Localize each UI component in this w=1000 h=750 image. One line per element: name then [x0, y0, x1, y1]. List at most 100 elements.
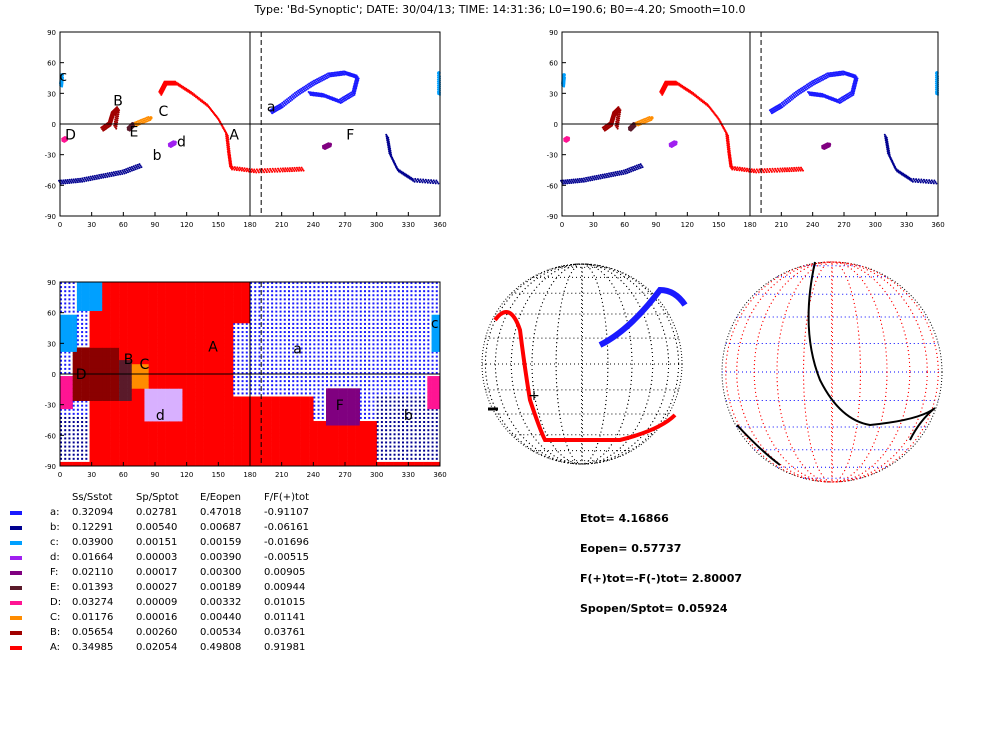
map-cell: [110, 412, 116, 418]
map-cell: [190, 408, 196, 414]
map-cell: [182, 286, 187, 291]
map-cell: [169, 318, 175, 324]
region-point-a: [353, 81, 356, 84]
map-cell: [161, 286, 166, 291]
region-point-a: [308, 82, 311, 85]
map-cell: [119, 331, 124, 336]
region-point-a: [331, 73, 334, 76]
map-cell: [258, 339, 261, 342]
region-point-b: [87, 176, 90, 179]
region-point-b2: [432, 182, 435, 185]
map-cell: [233, 392, 236, 395]
map-cell: [93, 400, 99, 406]
map-cell: [68, 416, 71, 419]
region-point-a: [332, 73, 335, 76]
map-cell: [106, 282, 111, 287]
map-cell: [207, 388, 213, 393]
region-point-a: [838, 70, 841, 73]
map-cell: [76, 404, 79, 407]
map-cell: [199, 314, 204, 320]
region-point-b2: [415, 179, 418, 182]
map-cell: [186, 322, 192, 328]
map-cell: [102, 359, 107, 365]
map-cell: [228, 453, 234, 459]
map-cell: [144, 437, 149, 442]
region-point-b: [110, 174, 113, 177]
map-cell: [169, 310, 175, 316]
map-cell: [190, 302, 196, 307]
map-cell: [81, 331, 84, 334]
map-cell: [106, 343, 111, 348]
map-cell: [275, 388, 278, 391]
map-cell: [237, 384, 240, 387]
map-cell: [148, 339, 154, 344]
y-tick-label: -90: [45, 213, 56, 221]
map-cell: [98, 331, 103, 336]
map-cell: [136, 449, 141, 455]
map-cell: [224, 298, 230, 303]
region-point-a: [330, 75, 333, 78]
map-cell: [140, 384, 145, 389]
map-cell: [85, 355, 90, 361]
map-cell: [237, 339, 240, 342]
region-point-a: [813, 81, 816, 84]
region-point-a: [810, 80, 813, 83]
map-cell: [186, 441, 192, 446]
region-point-a: [315, 80, 318, 83]
map-cell: [93, 408, 99, 414]
region-point-A: [795, 169, 798, 172]
region-point-b2: [414, 177, 417, 180]
map-cell: [144, 380, 149, 385]
region-point-a: [782, 104, 785, 107]
region-point-a: [305, 84, 307, 87]
region-point-b: [626, 171, 629, 174]
map-cell: [110, 286, 116, 291]
map-cell: [271, 457, 276, 463]
map-cell: [93, 441, 99, 446]
map-cell: [233, 457, 238, 463]
map-cell: [178, 421, 183, 426]
map-cell: [144, 392, 149, 397]
map-cell: [228, 384, 234, 389]
map-cell: [174, 298, 179, 303]
region-point-A: [266, 168, 269, 171]
map-cell: [98, 449, 103, 455]
region-point-b2: [425, 180, 428, 183]
map-cell: [266, 363, 269, 366]
map-cell: [157, 298, 162, 303]
map-cell: [283, 437, 289, 442]
map-cell: [165, 437, 171, 442]
map-cell: [212, 376, 217, 381]
region-point-b: [90, 177, 93, 180]
map-cell: [182, 384, 187, 389]
map-cell: [114, 453, 120, 459]
map-cell: [237, 380, 240, 383]
region-point-b2: [393, 162, 396, 165]
map-cell: [203, 453, 209, 459]
map-cell: [279, 335, 282, 338]
region-point-b: [70, 178, 73, 181]
region-point-b: [131, 167, 134, 170]
map-cell: [283, 396, 289, 401]
map-cell: [190, 404, 196, 410]
region-point-a: [801, 90, 804, 93]
map-cell: [72, 425, 75, 428]
region-point-b2: [435, 179, 438, 182]
map-cell: [60, 384, 65, 389]
map-cell: [224, 339, 230, 344]
map-cell: [258, 318, 261, 321]
map-cell: [110, 457, 116, 463]
map-cell: [241, 400, 247, 406]
map-cell: [64, 376, 69, 381]
map-cell: [60, 335, 65, 340]
map-cell: [220, 445, 225, 451]
map-cell: [68, 380, 73, 385]
region-point-A: [299, 168, 302, 171]
map-cell: [288, 416, 293, 422]
region-point-a: [854, 76, 857, 79]
region-point-b2: [420, 179, 423, 182]
map-cell: [161, 310, 166, 316]
map-cell: [93, 282, 99, 287]
map-cell: [106, 400, 111, 406]
x-tick-label: 300: [869, 221, 882, 229]
